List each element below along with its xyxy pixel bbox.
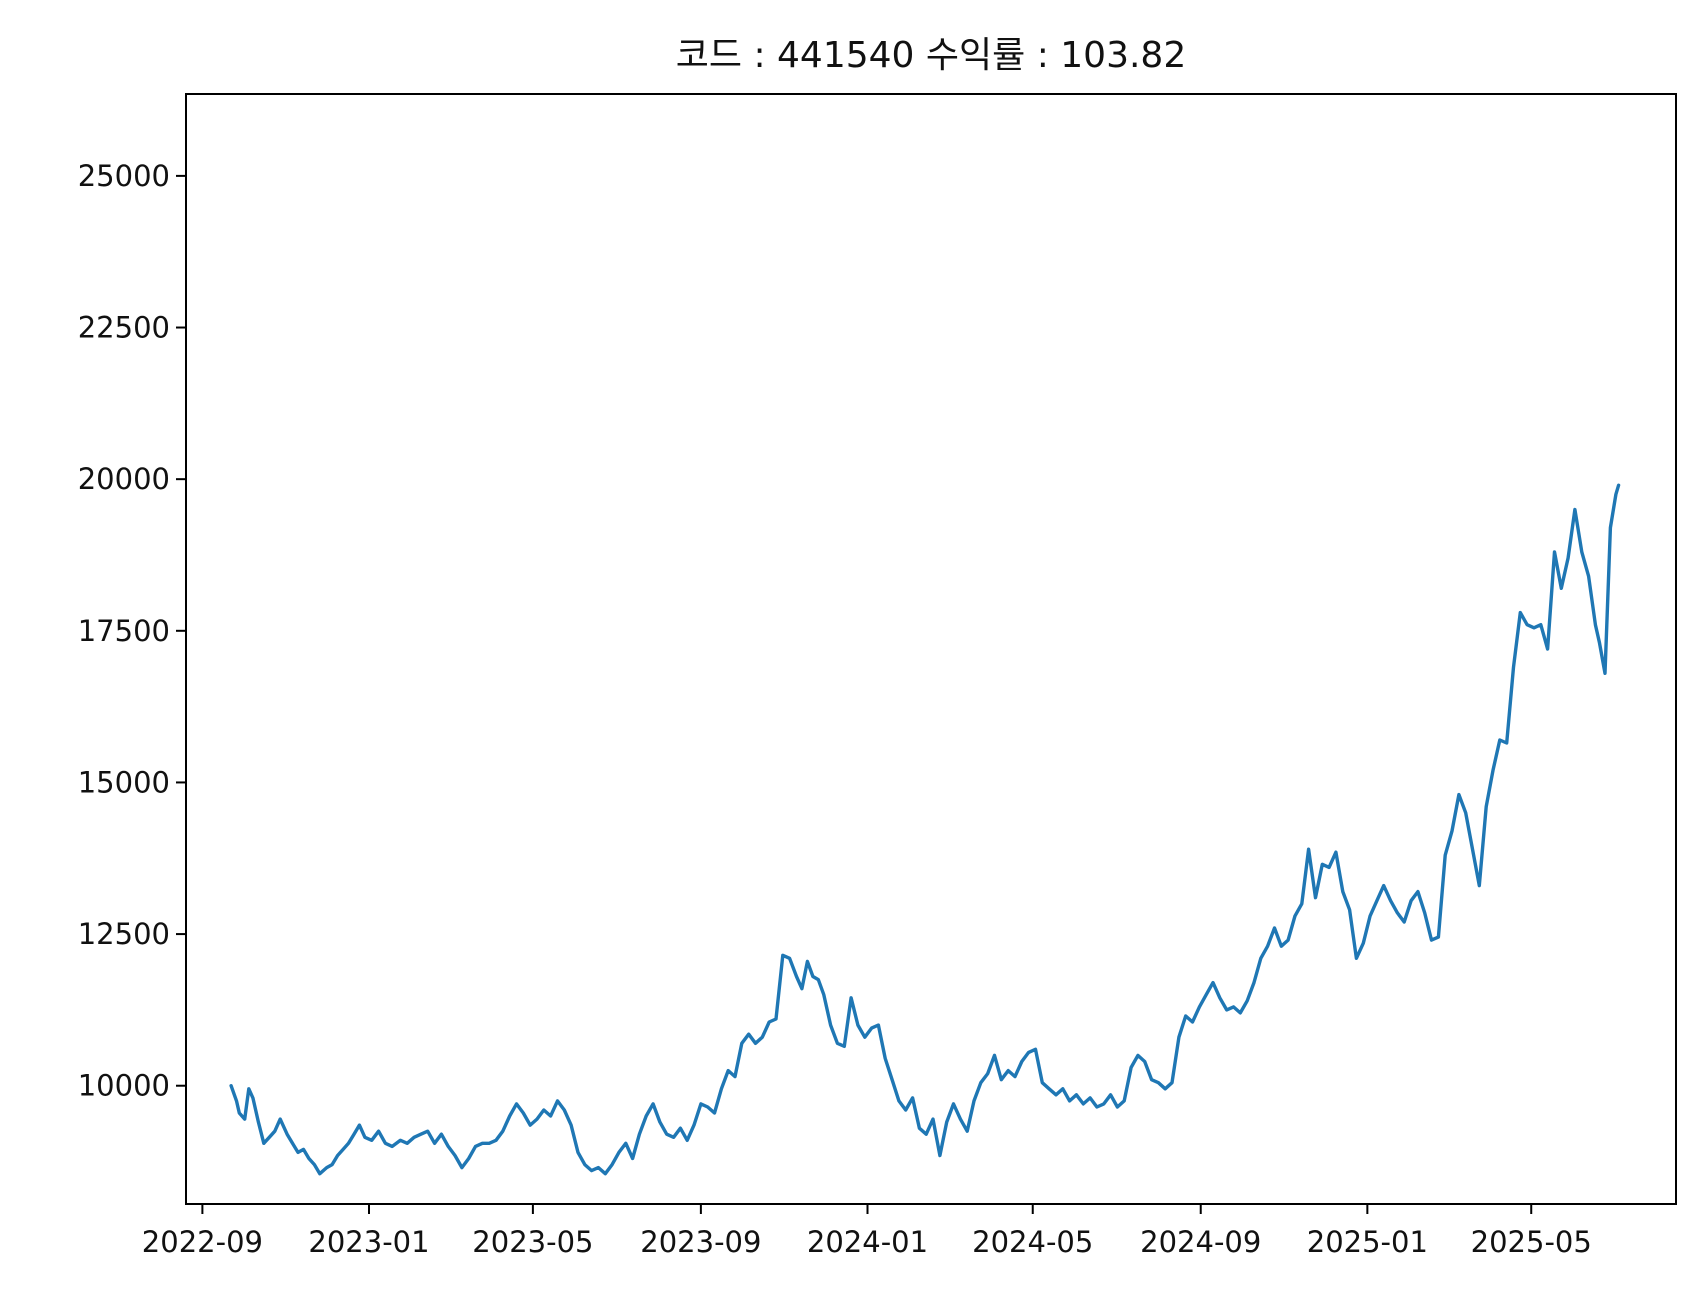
series-layer [229,483,1621,1176]
x-tick-label: 2024-09 [1140,1225,1261,1259]
y-axis: 10000 12500 15000 17500 20000 22500 25000 [78,159,186,1103]
y-tick-label: 22500 [78,311,170,345]
x-tick-label: 2023-09 [640,1225,761,1259]
plot-frame [185,93,1677,1205]
x-tick-label: 2024-05 [972,1225,1093,1259]
y-tick-label: 10000 [78,1069,170,1103]
y-tick-label: 15000 [78,765,170,799]
y-tick-label: 17500 [78,614,170,648]
x-tick-label: 2022-09 [142,1225,263,1259]
x-tick-label: 2025-05 [1471,1225,1592,1259]
x-tick-label: 2025-01 [1307,1225,1428,1259]
x-axis: 2022-09 2023-01 2023-05 2023-09 2024-01 2024-… [142,1204,1592,1259]
y-tick-label: 20000 [78,462,170,496]
price-series-line [229,483,1621,1176]
chart-title: 코드 : 441540 수익률 : 103.82 [676,35,1186,76]
y-tick-label: 12500 [78,917,170,951]
x-tick-label: 2023-05 [472,1225,593,1259]
y-tick-label: 25000 [78,159,170,193]
x-tick-label: 2024-01 [807,1225,928,1259]
x-tick-label: 2023-01 [308,1225,429,1259]
